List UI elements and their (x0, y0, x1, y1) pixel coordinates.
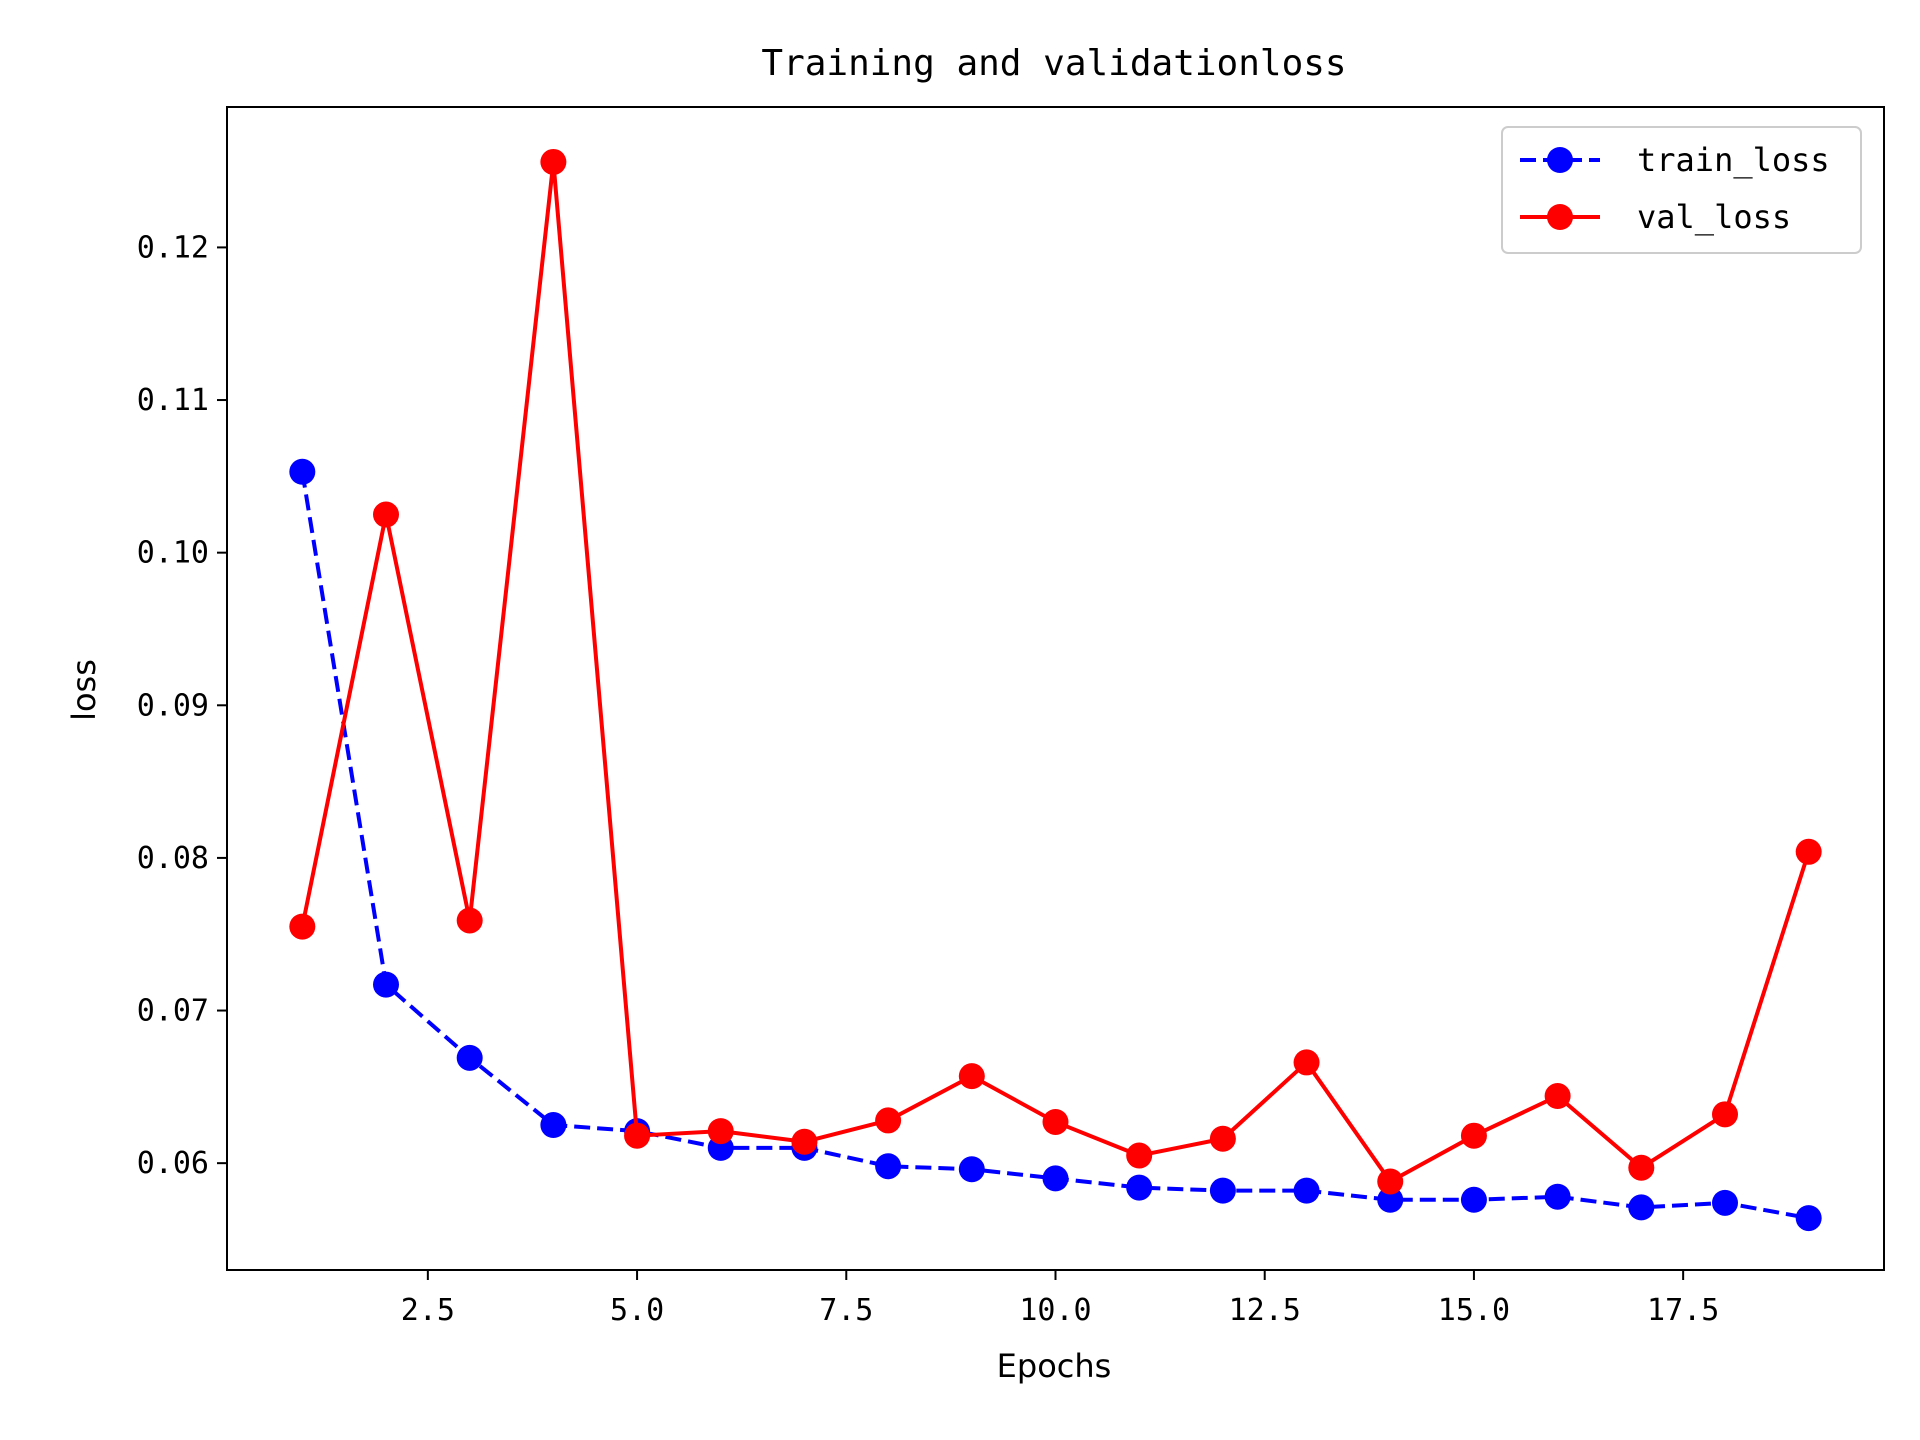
data-point (958, 1063, 985, 1090)
y-axis-ticks: 0.06 0.07 0.08 0.09 0.10 0.11 0.12 (137, 230, 227, 1181)
data-point (1460, 1186, 1487, 1213)
data-point (1209, 1177, 1236, 1204)
data-point (707, 1118, 734, 1145)
legend-marker (1547, 147, 1573, 173)
y-tick-label: 0.09 (137, 688, 209, 723)
data-point (1544, 1083, 1571, 1110)
data-point (1209, 1125, 1236, 1152)
data-point (540, 1112, 567, 1139)
y-tick-label: 0.06 (137, 1146, 209, 1181)
y-tick-label: 0.07 (137, 994, 209, 1029)
data-point (1711, 1189, 1738, 1216)
data-point (1628, 1194, 1655, 1221)
x-axis-label: Epochs (997, 1347, 1112, 1385)
data-point (373, 971, 400, 998)
data-point (791, 1128, 818, 1155)
data-point (289, 458, 316, 485)
y-axis-label: loss (65, 659, 103, 721)
data-point (1293, 1049, 1320, 1076)
data-point (1126, 1142, 1153, 1169)
series-layer (289, 148, 1822, 1232)
data-point (456, 907, 483, 934)
data-point (1711, 1101, 1738, 1128)
x-tick-label: 2.5 (401, 1293, 455, 1328)
legend-entry: val_loss (1520, 198, 1791, 236)
data-point (1377, 1186, 1404, 1213)
y-tick-label: 0.10 (137, 536, 209, 571)
y-tick-label: 0.12 (137, 230, 209, 265)
series-line (300, 159, 1811, 1184)
chart-title: Training and validationloss (761, 43, 1346, 84)
data-point (1795, 1205, 1822, 1232)
legend-marker (1547, 204, 1573, 230)
x-axis-ticks: 2.5 5.0 7.5 10.0 12.5 15.0 17.5 (401, 1270, 1719, 1328)
series-val-loss (289, 148, 1822, 1195)
data-point (958, 1156, 985, 1183)
legend-label: val_loss (1637, 198, 1791, 236)
data-point (1544, 1183, 1571, 1210)
x-tick-label: 5.0 (610, 1293, 664, 1328)
data-point (1126, 1174, 1153, 1201)
x-tick-label: 15.0 (1438, 1293, 1510, 1328)
legend: train_loss val_loss (1501, 126, 1862, 254)
data-point (373, 501, 400, 528)
x-tick-label: 7.5 (819, 1293, 873, 1328)
data-point (1042, 1108, 1069, 1135)
x-tick-label: 10.0 (1019, 1293, 1091, 1328)
x-tick-label: 17.5 (1647, 1293, 1719, 1328)
data-point (289, 913, 316, 940)
data-point (456, 1044, 483, 1071)
data-point (875, 1153, 902, 1180)
legend-label: train_loss (1637, 141, 1830, 179)
data-point (1042, 1165, 1069, 1192)
data-point (1460, 1122, 1487, 1149)
data-point (1293, 1177, 1320, 1204)
data-point (1795, 838, 1822, 865)
y-tick-label: 0.08 (137, 841, 209, 876)
series-line (300, 471, 1810, 1221)
y-tick-label: 0.11 (137, 383, 209, 418)
x-tick-label: 12.5 (1229, 1293, 1301, 1328)
data-point (624, 1122, 651, 1149)
plot-frame (226, 106, 1885, 1271)
data-point (1628, 1154, 1655, 1181)
data-point (875, 1107, 902, 1134)
data-point (540, 148, 567, 175)
legend-entry: train_loss (1520, 141, 1830, 179)
data-point (1377, 1168, 1404, 1195)
